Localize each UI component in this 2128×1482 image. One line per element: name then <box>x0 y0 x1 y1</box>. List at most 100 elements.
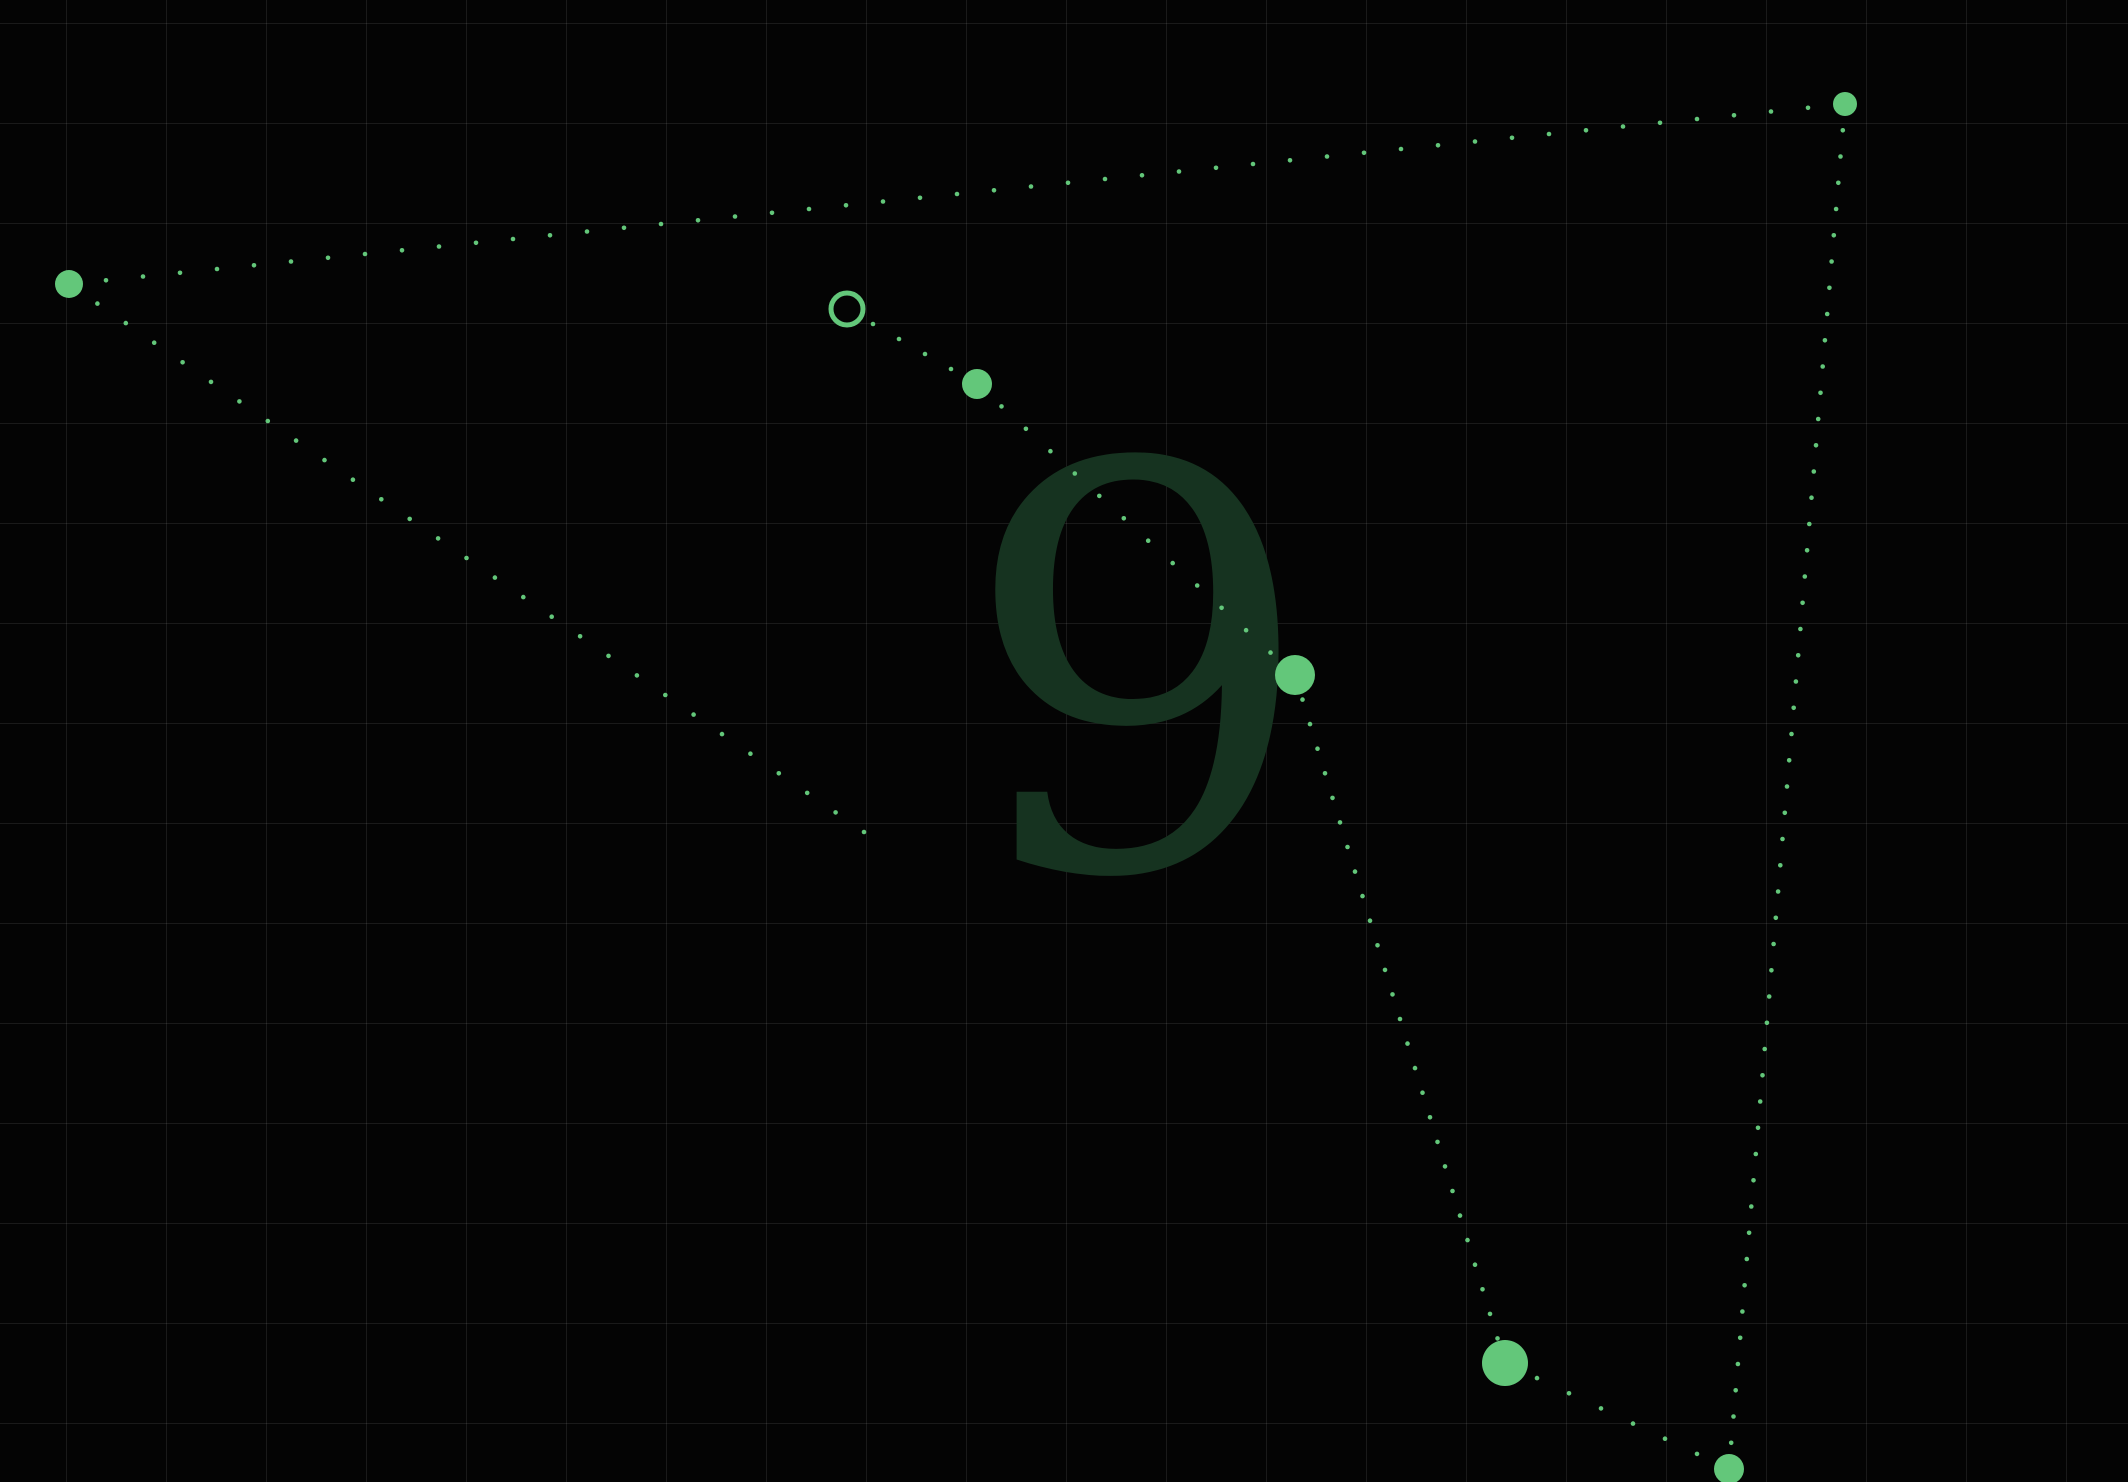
trail-dot <box>1287 158 1293 163</box>
trail-dot <box>492 575 498 580</box>
trail-dot <box>843 203 849 208</box>
trail-dot <box>1749 1204 1754 1209</box>
trail-dot <box>1838 154 1843 159</box>
trail-dot <box>1728 1440 1734 1446</box>
trail-dot <box>1442 1164 1448 1169</box>
node-dot[interactable] <box>962 369 992 399</box>
trail-dot <box>1472 1262 1478 1267</box>
trail-dot <box>1176 169 1182 174</box>
trail-dot <box>1815 416 1821 422</box>
trail-dot <box>1840 128 1846 133</box>
trail-dot <box>1768 109 1774 114</box>
trail-dot <box>1139 173 1145 178</box>
node-dot[interactable] <box>1275 655 1315 695</box>
trail-dot <box>922 351 928 357</box>
trail-dot <box>1598 1406 1604 1411</box>
trail-dot <box>1268 650 1273 655</box>
trail-dot <box>1102 176 1108 182</box>
trail-dot <box>1360 893 1365 899</box>
trail-dot <box>658 221 664 227</box>
trail-dot <box>322 457 327 463</box>
trail-dot <box>1420 1090 1425 1095</box>
trail-dot <box>1250 161 1256 167</box>
trail-dot <box>1509 135 1515 141</box>
trail-dot <box>804 790 810 796</box>
trail-dot <box>1829 259 1834 264</box>
trail-dot <box>1762 1046 1767 1052</box>
trail-dot <box>769 210 775 216</box>
trail-dot <box>1742 1283 1747 1288</box>
trail-dot <box>265 418 271 424</box>
trail-dot <box>251 263 257 268</box>
trail-dot <box>1023 426 1029 432</box>
trail-dot <box>880 199 886 204</box>
trail-dot <box>214 266 220 272</box>
trail-dot <box>464 555 469 561</box>
trail-dot <box>954 191 960 197</box>
node-dot[interactable] <box>1482 1340 1528 1386</box>
trail-dot <box>634 673 640 678</box>
trail-dot <box>325 255 331 261</box>
trail-dot <box>1782 810 1788 816</box>
trail-dot <box>1213 165 1219 171</box>
start-node[interactable] <box>828 290 866 328</box>
trail-dot <box>1345 844 1350 850</box>
trail-dot <box>436 244 442 249</box>
trail-dot <box>1546 131 1552 137</box>
trail-dot <box>1784 784 1790 789</box>
trail-dot <box>732 214 738 219</box>
trail-dot <box>1694 116 1700 122</box>
trail-dot <box>1487 1311 1493 1317</box>
trail-dot <box>1753 1151 1759 1157</box>
trail-dot <box>1630 1421 1636 1426</box>
trail-dot <box>1760 1073 1765 1078</box>
trail-dot <box>1243 627 1249 633</box>
trail-dot <box>870 321 876 327</box>
trail-dot <box>521 594 526 600</box>
trail-dot <box>1405 1041 1410 1046</box>
trail-dot <box>1805 105 1811 111</box>
trail-dot <box>1397 1016 1403 1022</box>
node-dot[interactable] <box>55 270 83 298</box>
trail-dot <box>208 379 214 385</box>
trail-dot <box>917 195 923 201</box>
trail-dot <box>991 188 997 193</box>
trail-dot <box>1330 795 1335 801</box>
trail-dot <box>180 360 185 365</box>
node-dot[interactable] <box>1714 1454 1744 1482</box>
dotted-paths <box>95 105 1846 1457</box>
trail-dot <box>1822 338 1828 343</box>
trail-dot <box>1809 495 1814 501</box>
trail-dot <box>1731 113 1737 118</box>
trail-dot <box>435 536 441 541</box>
trail-dot <box>288 259 294 264</box>
trail-dot <box>1833 206 1839 212</box>
trail-dot <box>1028 184 1034 189</box>
trail-dot <box>663 692 668 698</box>
trail-dot <box>1694 1451 1700 1457</box>
trail-dot <box>695 218 701 223</box>
trail-dot <box>1322 771 1328 776</box>
trail-dot <box>776 771 782 776</box>
trail-dot <box>748 751 753 756</box>
trail-dot <box>1534 1375 1540 1381</box>
trail-dot <box>549 614 554 619</box>
node-dot[interactable] <box>1833 92 1857 116</box>
trail-dot <box>1804 548 1810 553</box>
trail-dot <box>1811 469 1817 474</box>
trail-dot <box>1315 746 1320 751</box>
trail-dot <box>399 248 405 253</box>
trail-dot <box>95 301 100 306</box>
trail-dot <box>1802 574 1808 579</box>
trail-dot <box>806 206 812 212</box>
trail-dot <box>1789 731 1794 737</box>
trail-dot <box>1300 697 1305 702</box>
trail-dot <box>1778 863 1783 868</box>
trail-dot <box>1145 538 1151 543</box>
trail-dot <box>1307 721 1313 727</box>
trail-dot <box>1337 820 1343 825</box>
trail-dot <box>103 278 109 283</box>
path-nodes[interactable] <box>55 92 1857 1482</box>
